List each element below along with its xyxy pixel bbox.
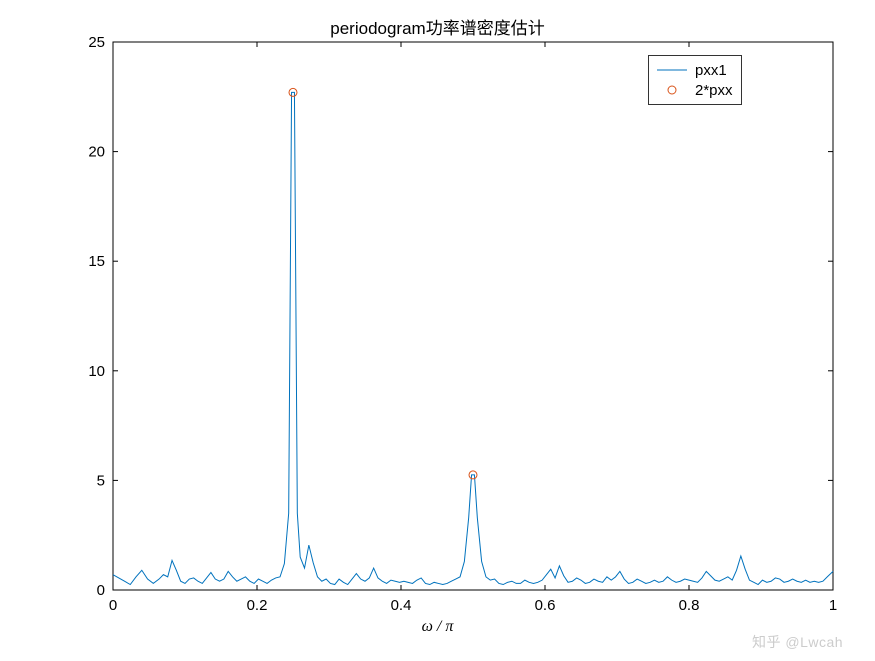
legend-item: pxx1 — [657, 60, 733, 80]
svg-text:1: 1 — [829, 597, 837, 614]
svg-text:5: 5 — [97, 472, 105, 489]
legend-label: pxx1 — [695, 62, 727, 79]
svg-text:0: 0 — [97, 582, 105, 599]
svg-text:10: 10 — [88, 363, 105, 380]
legend-item: 2*pxx — [657, 80, 733, 100]
svg-text:15: 15 — [88, 253, 105, 270]
x-axis-label: ω / π — [0, 618, 875, 636]
chart-container: 00.20.40.60.810510152025 periodogram功率谱密… — [0, 0, 875, 656]
svg-text:0.8: 0.8 — [679, 597, 700, 614]
legend: pxx1 2*pxx — [648, 55, 742, 105]
svg-text:0.4: 0.4 — [391, 597, 412, 614]
chart-svg: 00.20.40.60.810510152025 — [0, 0, 875, 656]
svg-text:0.2: 0.2 — [247, 597, 268, 614]
chart-title: periodogram功率谱密度估计 — [0, 14, 875, 39]
watermark: 知乎 @Lwcah — [752, 632, 843, 652]
legend-label: 2*pxx — [695, 82, 733, 99]
svg-text:0.6: 0.6 — [535, 597, 556, 614]
line-series-pxx1 — [113, 92, 833, 584]
legend-swatch — [657, 83, 687, 97]
svg-text:20: 20 — [88, 144, 105, 161]
svg-text:0: 0 — [109, 597, 117, 614]
legend-swatch — [657, 63, 687, 77]
